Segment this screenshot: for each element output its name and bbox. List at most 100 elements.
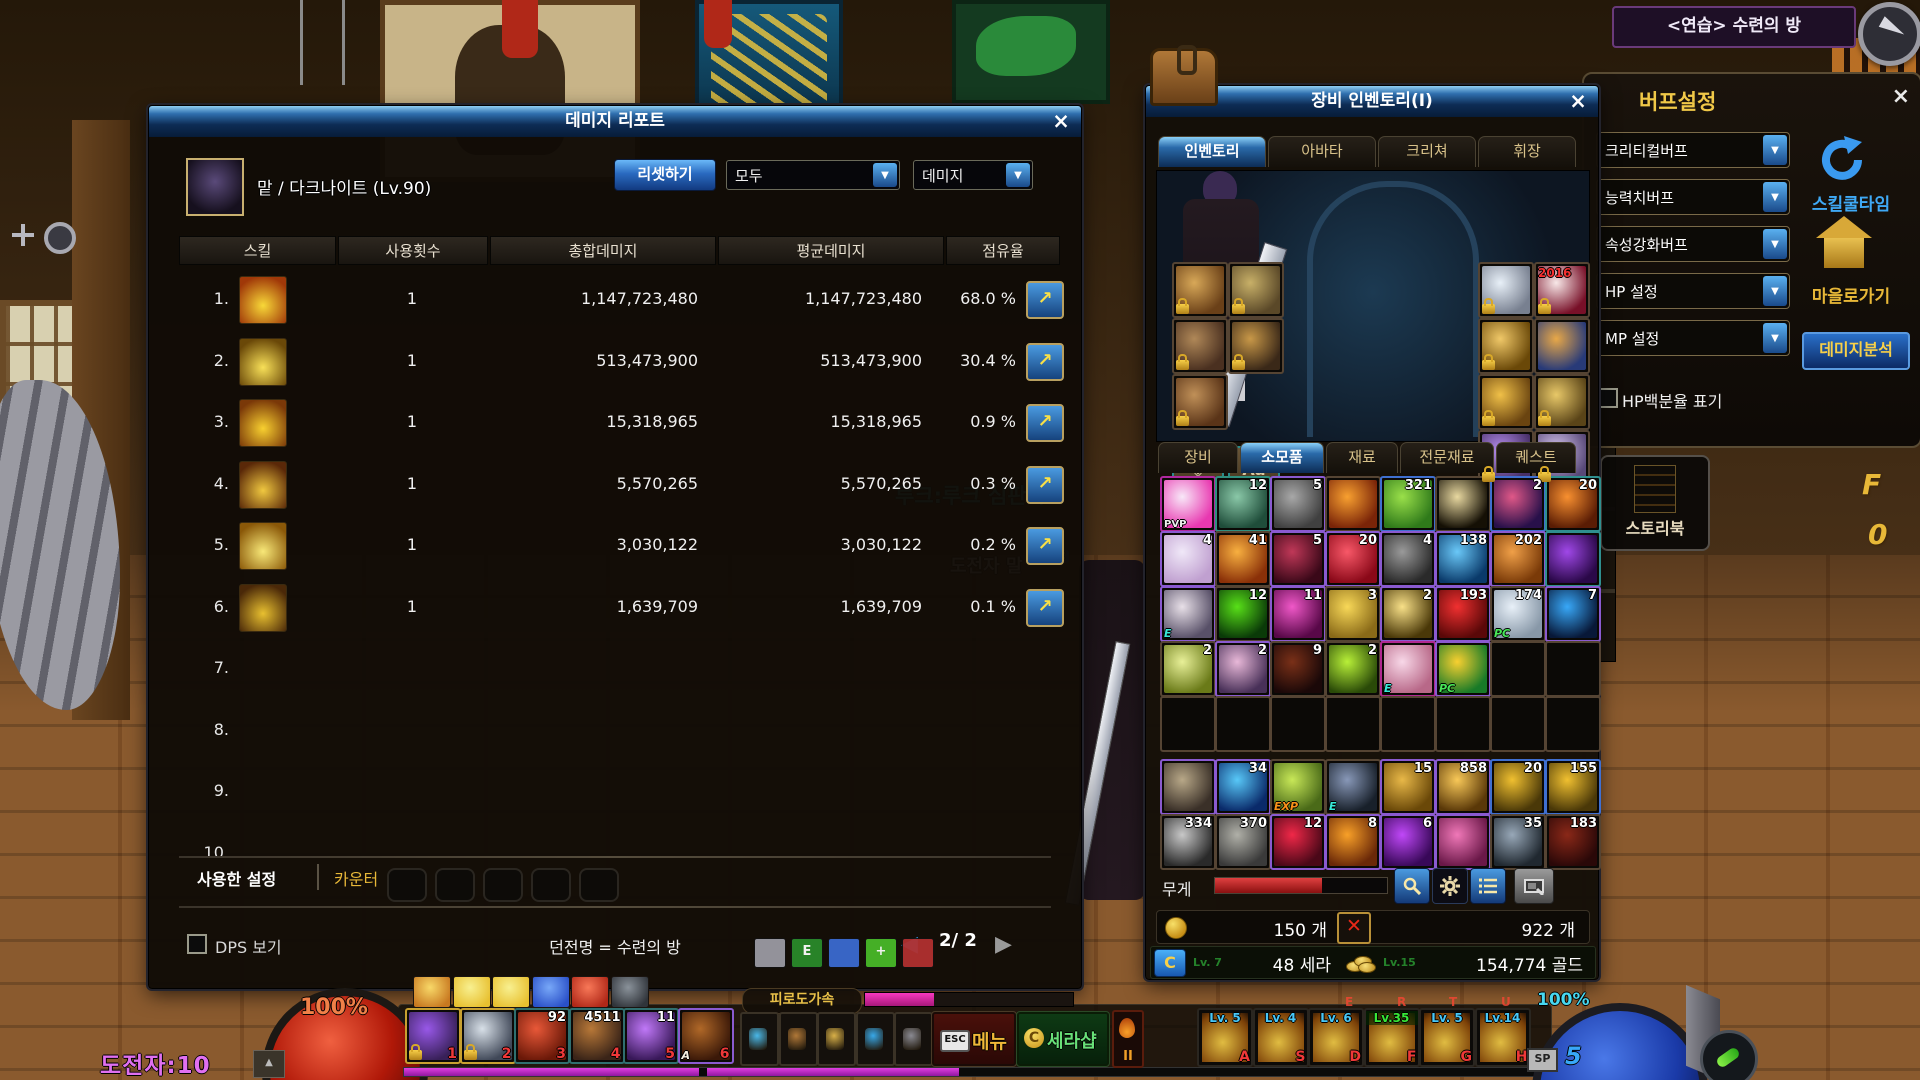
share-button[interactable]: ↗	[1026, 342, 1064, 381]
item-slot[interactable]: 2	[1380, 586, 1436, 642]
item-slot[interactable]: 3	[1325, 586, 1381, 642]
buff-dropdown-3[interactable]: HP 설정 ▼	[1596, 273, 1790, 309]
search-button[interactable]	[1394, 868, 1430, 904]
item-slot[interactable]: 9	[1270, 641, 1326, 697]
item-slot[interactable]: 174 PC	[1490, 586, 1546, 642]
item-slot[interactable]	[1435, 814, 1491, 870]
skill-cooldown-label[interactable]: 스킬쿨타임	[1811, 195, 1891, 215]
item-slot[interactable]: 202	[1490, 531, 1546, 587]
page-next-icon[interactable]: ▶	[995, 932, 1012, 957]
item-slot[interactable]: 5	[1270, 531, 1326, 587]
item-slot-empty[interactable]	[1270, 696, 1326, 752]
equip-slot-left[interactable]	[1172, 318, 1228, 374]
equip-slot-right[interactable]	[1534, 374, 1590, 430]
forge-button[interactable]	[894, 1012, 933, 1066]
item-slot-empty[interactable]	[1545, 696, 1601, 752]
item-slot-empty[interactable]	[1490, 696, 1546, 752]
item-slot[interactable]: 193	[1435, 586, 1491, 642]
item-slot[interactable]: 20	[1490, 759, 1546, 815]
share-button[interactable]: ↗	[1026, 281, 1064, 319]
metric-dropdown[interactable]: 데미지 ▼	[913, 160, 1033, 190]
item-slot[interactable]: E	[1325, 759, 1381, 815]
footer-tab-counter[interactable]: 카운터	[334, 870, 379, 889]
item-slot[interactable]: EXP	[1270, 759, 1326, 815]
close-icon[interactable]: ×	[1891, 84, 1910, 109]
sera-shop-icon[interactable]: C	[1154, 949, 1186, 977]
tab-top-2[interactable]: 크리쳐	[1378, 136, 1476, 167]
item-slot[interactable]: 35	[1490, 814, 1546, 870]
share-button[interactable]: ↗	[1026, 527, 1064, 565]
item-slot[interactable]	[1325, 476, 1381, 532]
item-slot-empty[interactable]	[1215, 696, 1271, 752]
column-header-total-damage[interactable]: 총합데미지	[490, 236, 716, 265]
skill-slot-D[interactable]: Lv. 6 D	[1308, 1008, 1364, 1067]
buff-dropdown-2[interactable]: 속성강화버프 ▼	[1596, 226, 1790, 262]
item-slot[interactable]: 6	[1380, 814, 1436, 870]
close-icon[interactable]: ×	[1569, 89, 1587, 113]
item-slot[interactable]: 5	[1270, 476, 1326, 532]
gear-icon[interactable]	[44, 222, 76, 254]
tab-bottom-0[interactable]: 장비	[1158, 442, 1238, 473]
item-slot[interactable]: E	[1160, 586, 1216, 642]
skill-cooldown-refresh-icon[interactable]	[1814, 132, 1870, 188]
share-button[interactable]: ↗	[1026, 465, 1064, 504]
tab-top-1[interactable]: 아바타	[1268, 136, 1376, 167]
item-slot[interactable]: 2	[1215, 641, 1271, 697]
item-slot[interactable]: 4	[1160, 531, 1216, 587]
close-icon[interactable]: ×	[1052, 109, 1070, 133]
damage-report-titlebar[interactable]: 데미지 리포트 ×	[149, 106, 1081, 137]
hp-percent-checkbox[interactable]	[1598, 388, 1618, 412]
skill-slot-F[interactable]: Lv.35 F	[1363, 1008, 1420, 1067]
item-slot-empty[interactable]	[1490, 641, 1546, 697]
item-slot-empty[interactable]	[1435, 696, 1491, 752]
equip-slot-right[interactable]	[1478, 318, 1534, 374]
item-slot[interactable]: 34	[1215, 759, 1271, 815]
item-slot[interactable]: 370	[1215, 814, 1271, 870]
sort-settings-button[interactable]	[1432, 868, 1468, 904]
item-slot[interactable]: 858	[1435, 759, 1491, 815]
sera-shop-button[interactable]: C 세라샵	[1016, 1011, 1110, 1067]
equip-slot-right[interactable]	[1478, 374, 1534, 430]
minimap-compass-icon[interactable]	[1858, 2, 1920, 66]
share-button[interactable]: ↗	[1026, 404, 1064, 442]
column-header-uses[interactable]: 사용횟수	[338, 236, 488, 265]
move-window-icon[interactable]	[12, 224, 34, 246]
inventory-button[interactable]	[778, 1012, 818, 1066]
item-slot[interactable]	[1160, 759, 1216, 815]
column-header-share[interactable]: 점유율	[946, 236, 1060, 265]
tab-top-0[interactable]: 인벤토리	[1158, 136, 1266, 167]
inventory-titlebar[interactable]: 장비 인벤토리(I) ×	[1146, 86, 1598, 117]
item-slot[interactable]: 4	[1380, 531, 1436, 587]
go-town-label[interactable]: 마을로가기	[1811, 287, 1891, 307]
column-header-avg-damage[interactable]: 평균데미지	[718, 236, 944, 265]
buff-dropdown-0[interactable]: 크리티컬버프 ▼	[1596, 132, 1790, 168]
item-slot[interactable]	[1545, 531, 1601, 587]
tab-bottom-3[interactable]: 전문재료	[1400, 442, 1494, 473]
skill-slot-A[interactable]: Lv. 5 A	[1197, 1008, 1253, 1067]
equip-slot-right[interactable]: 2016	[1534, 262, 1590, 318]
item-slot-empty[interactable]	[1545, 641, 1601, 697]
item-slot[interactable]: 2	[1490, 476, 1546, 532]
item-slot-empty[interactable]	[1160, 696, 1216, 752]
skill-slot-G[interactable]: Lv. 5 G	[1419, 1008, 1475, 1067]
tray-icon[interactable]	[754, 938, 786, 968]
buff-dropdown-1[interactable]: 능력치버프 ▼	[1596, 179, 1790, 215]
tray-icon[interactable]: E	[791, 938, 823, 968]
item-slot[interactable]: PC	[1435, 641, 1491, 697]
quick-slot-3[interactable]: 92 3	[514, 1008, 570, 1064]
item-slot-empty[interactable]	[1380, 696, 1436, 752]
item-slot[interactable]: 2	[1325, 641, 1381, 697]
share-button[interactable]: ↗	[1026, 588, 1064, 627]
equip-slot-left[interactable]	[1228, 262, 1284, 318]
tab-bottom-4[interactable]: 퀘스트	[1496, 442, 1576, 473]
item-slot[interactable]	[1435, 476, 1491, 532]
reset-button[interactable]: 리셋하기	[614, 159, 716, 191]
skill-slot-S[interactable]: Lv. 4 S	[1252, 1008, 1309, 1067]
tray-icon[interactable]: +	[865, 938, 897, 968]
item-slot[interactable]: 334	[1160, 814, 1216, 870]
equip-slot-left[interactable]	[1172, 374, 1228, 430]
item-slot[interactable]: 12	[1215, 476, 1271, 532]
tab-top-3[interactable]: 휘장	[1478, 136, 1576, 167]
title-collapse-button[interactable]: ▲	[253, 1050, 285, 1078]
quick-slot-1[interactable]: 1	[405, 1008, 461, 1064]
